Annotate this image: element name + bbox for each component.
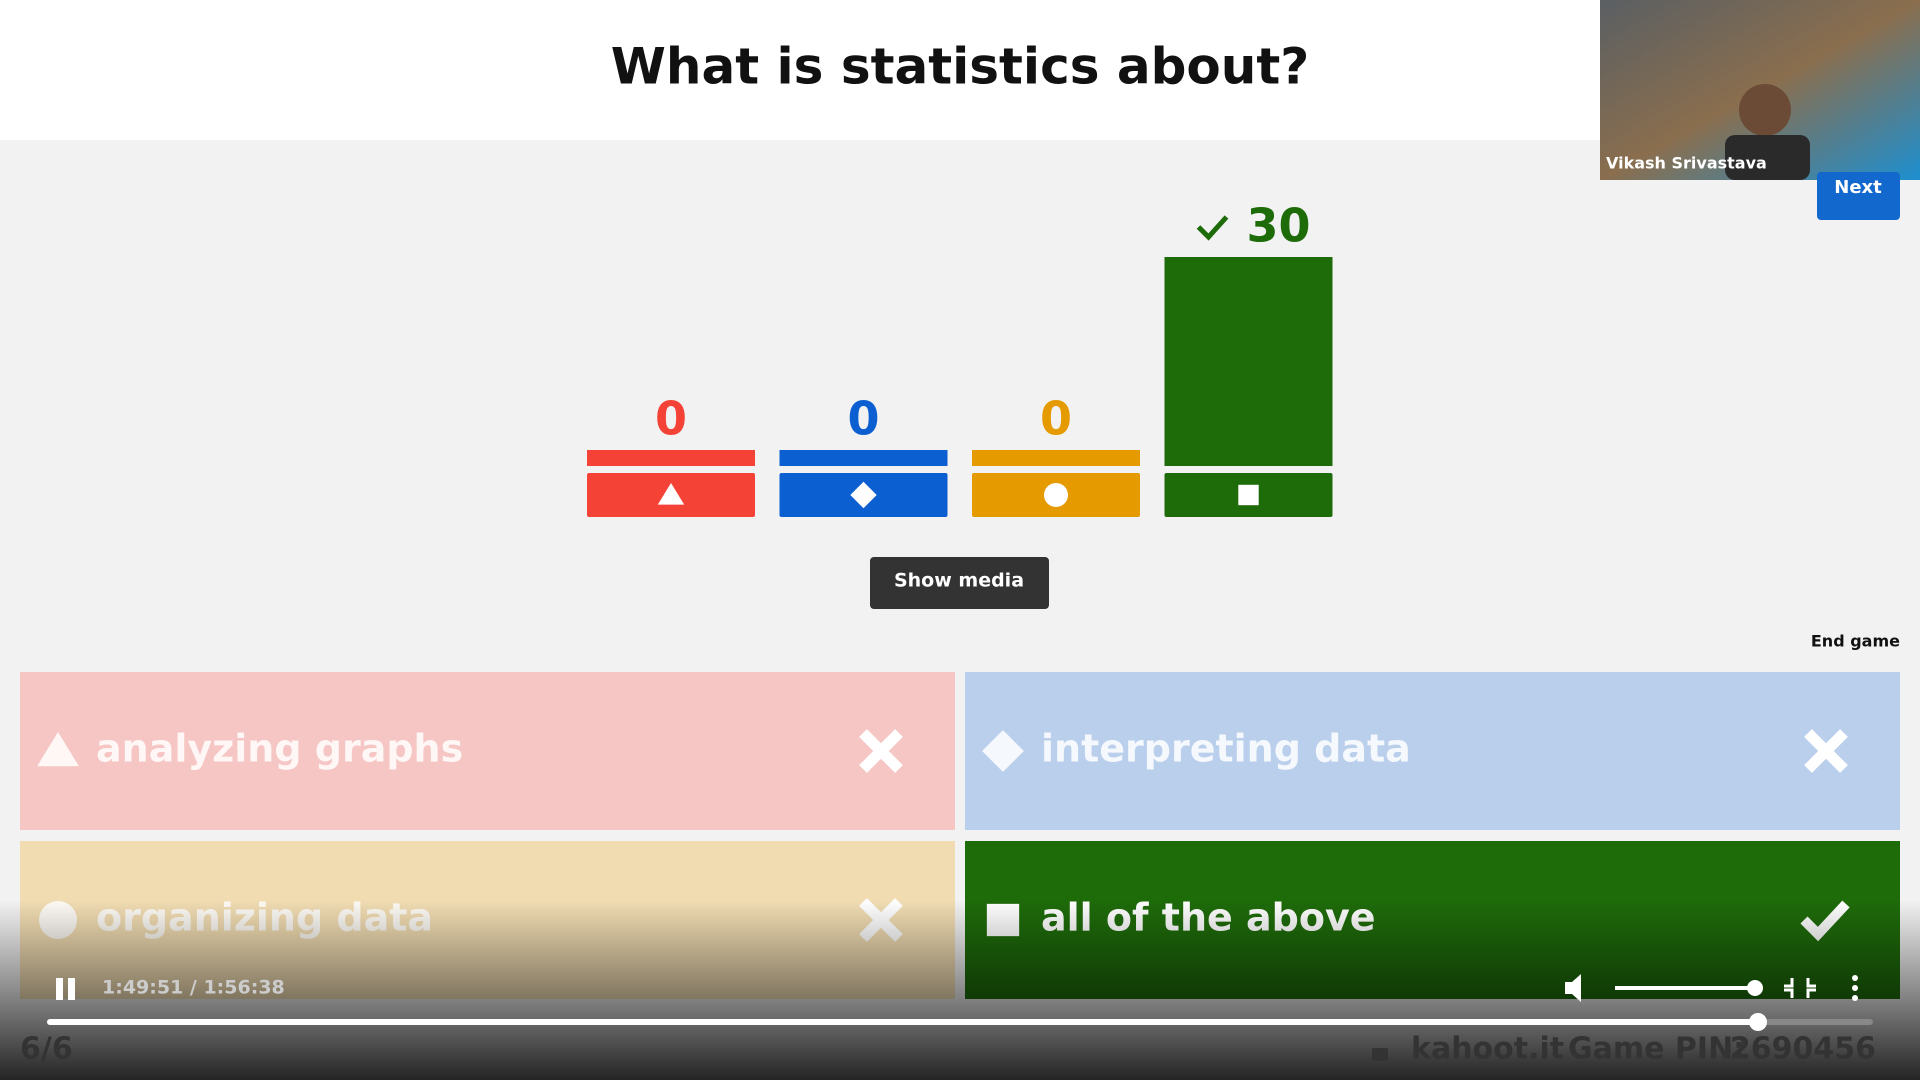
result-bar [972, 450, 1140, 466]
player-shade [0, 900, 1920, 1080]
result-bar [779, 450, 948, 466]
result-count: 0 [847, 392, 879, 446]
answer-card[interactable] [965, 672, 1900, 830]
answer-card[interactable] [20, 672, 955, 830]
webcam-name: Vikash Srivastava [1606, 154, 1767, 173]
site: kahoot.it [1411, 1032, 1564, 1067]
result-count: 0 [655, 392, 687, 446]
exit-fullscreen[interactable] [1784, 978, 1816, 998]
player-time: 1:49:51 / 1:56:38 [102, 977, 285, 999]
menu-icon[interactable] [1852, 985, 1858, 991]
volume-knob[interactable] [1747, 980, 1763, 996]
next-label[interactable]: Next [1834, 177, 1882, 198]
next-button[interactable] [1817, 172, 1900, 220]
pin-label: Game PIN: [1568, 1032, 1745, 1067]
result-count: 30 [1246, 199, 1310, 253]
diamond-icon [982, 730, 1024, 772]
webcam-person [1739, 84, 1791, 136]
pause-icon[interactable] [68, 978, 75, 1000]
correct-check [1196, 215, 1229, 241]
menu-icon[interactable] [1852, 995, 1858, 1001]
incorrect-mark [1804, 729, 1848, 773]
circle-icon [1044, 483, 1068, 507]
progress-knob[interactable] [1749, 1013, 1767, 1031]
webcam: Vikash Srivastava [1600, 0, 1920, 180]
show-media-button[interactable] [870, 557, 1049, 609]
answer-text[interactable]: analyzing graphs [96, 727, 463, 771]
menu-icon[interactable] [1852, 975, 1858, 981]
volume-slider[interactable] [1615, 986, 1755, 990]
lock-icon [1372, 1048, 1388, 1061]
end-game[interactable]: End game [1811, 632, 1900, 651]
result-bar [1164, 257, 1333, 466]
progress-played[interactable] [47, 1019, 1758, 1025]
square-icon [1238, 484, 1259, 506]
diamond-icon [850, 481, 877, 509]
pin: 2690456 [1730, 1032, 1876, 1067]
result-bar [587, 450, 755, 466]
triangle-icon [657, 483, 685, 505]
question-progress: 6/6 [20, 1032, 73, 1067]
incorrect-mark [859, 729, 903, 773]
result-count: 0 [1040, 392, 1072, 446]
show-media-label[interactable]: Show media [894, 570, 1024, 592]
webcam-person [1725, 135, 1810, 180]
triangle-icon [37, 732, 79, 767]
question: What is statistics about? [611, 38, 1310, 96]
volume-icon[interactable] [1565, 974, 1581, 1002]
pause-icon[interactable] [56, 978, 63, 1000]
answer-text[interactable]: interpreting data [1041, 727, 1411, 771]
